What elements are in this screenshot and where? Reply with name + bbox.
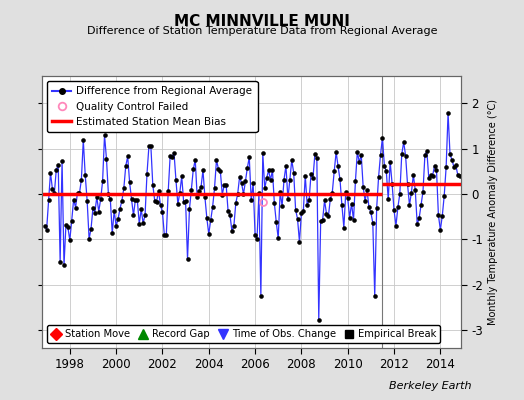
Text: MC MINNVILLE MUNI: MC MINNVILLE MUNI	[174, 14, 350, 29]
Text: Berkeley Earth: Berkeley Earth	[389, 381, 472, 391]
Text: Difference of Station Temperature Data from Regional Average: Difference of Station Temperature Data f…	[87, 26, 437, 36]
Legend: Station Move, Record Gap, Time of Obs. Change, Empirical Break: Station Move, Record Gap, Time of Obs. C…	[47, 325, 440, 343]
Y-axis label: Monthly Temperature Anomaly Difference (°C): Monthly Temperature Anomaly Difference (…	[487, 99, 498, 325]
